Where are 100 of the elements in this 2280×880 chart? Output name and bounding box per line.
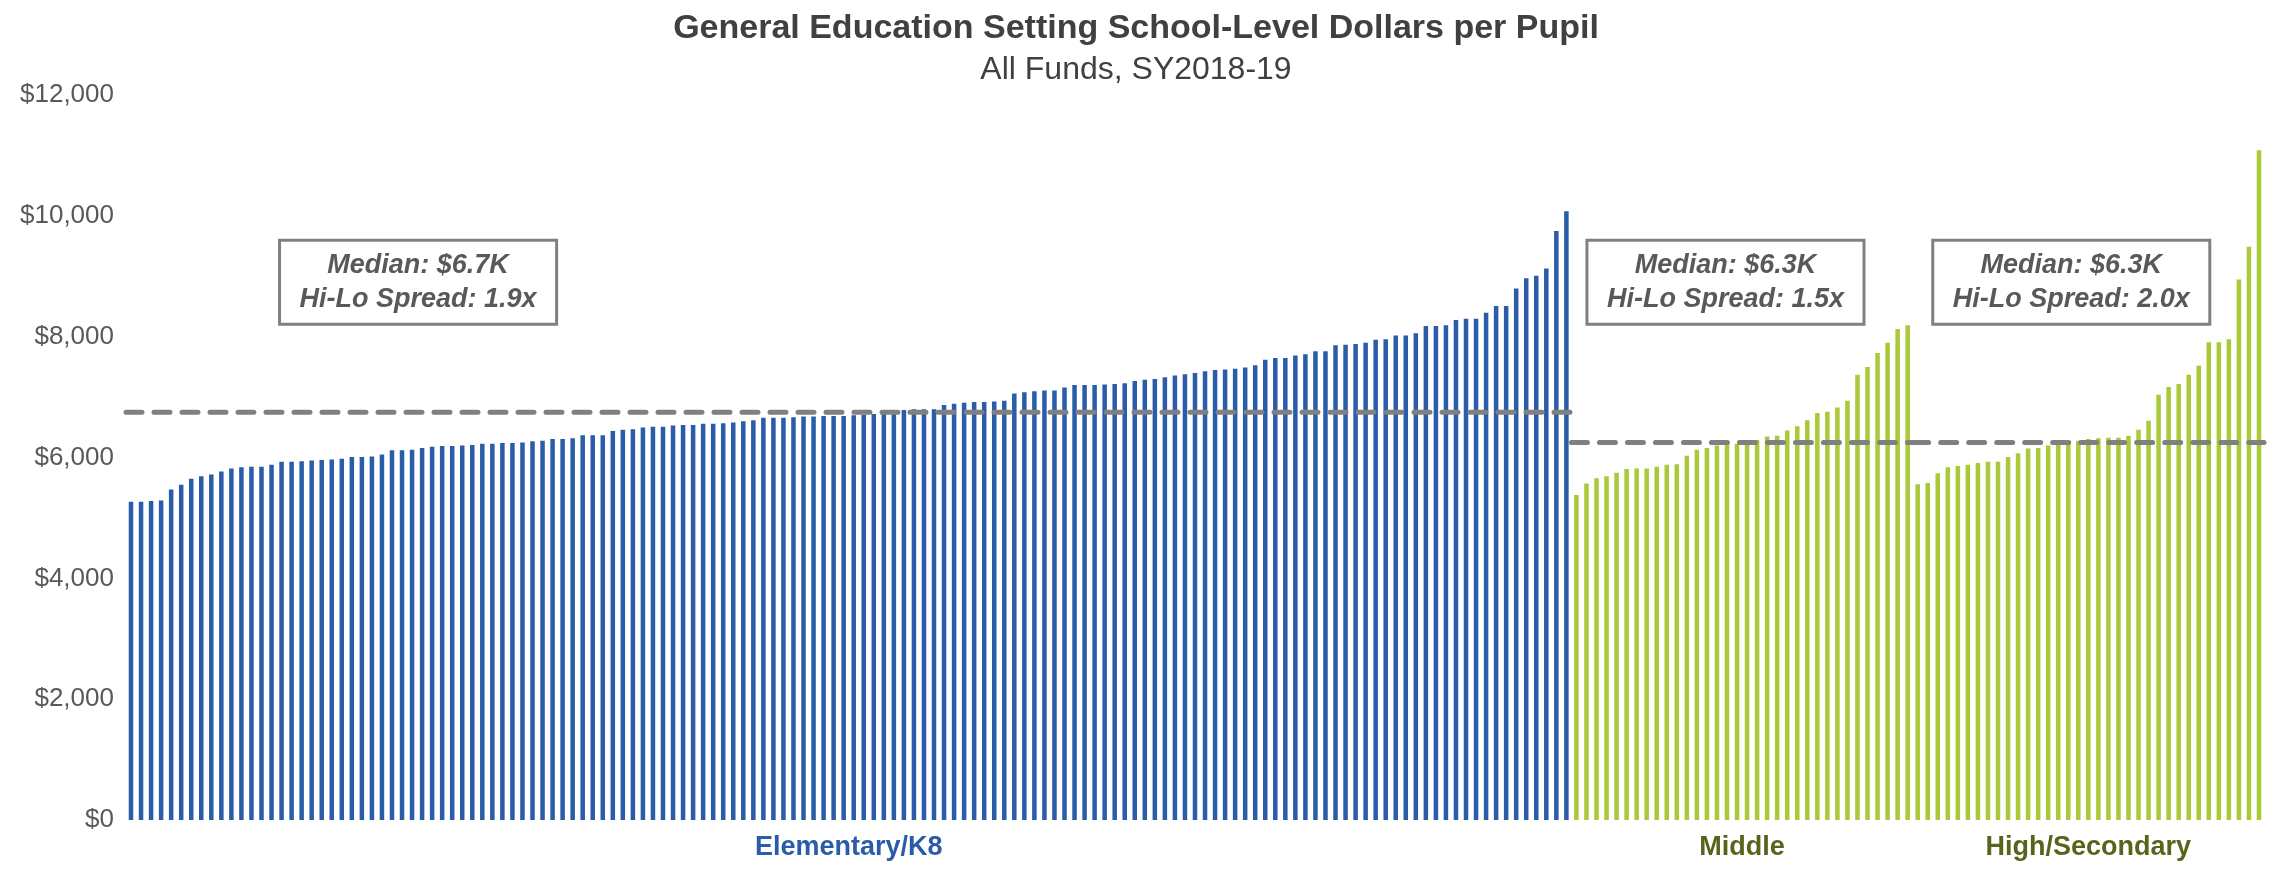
bar: [1835, 407, 1840, 820]
bar: [1353, 344, 1358, 820]
bar: [199, 476, 204, 820]
bar: [1794, 426, 1800, 820]
bar: [590, 435, 595, 820]
bar: [580, 435, 585, 820]
bar: [1032, 391, 1037, 820]
bar: [761, 417, 766, 820]
bar: [1534, 275, 1539, 820]
bar: [1052, 390, 1057, 820]
bar: [831, 415, 836, 820]
bar: [1544, 268, 1549, 820]
bar: [289, 461, 294, 820]
y-tick-label: $2,000: [34, 682, 114, 713]
bar: [1855, 374, 1860, 820]
bar: [1313, 351, 1318, 820]
bar: [2126, 435, 2131, 820]
bar: [1383, 339, 1388, 820]
bar: [2166, 386, 2171, 820]
bar: [851, 415, 856, 820]
bar: [459, 445, 465, 820]
bar: [2186, 374, 2191, 820]
bar: [1845, 400, 1850, 820]
y-tick-label: $4,000: [34, 561, 114, 592]
bar: [1092, 385, 1097, 820]
bar: [861, 414, 867, 820]
bar: [550, 438, 555, 820]
bar: [791, 417, 796, 820]
bar: [229, 468, 234, 820]
bar: [801, 416, 806, 820]
bar: [2156, 394, 2161, 820]
bar: [1614, 472, 1619, 820]
annotation: Median: $6.3K Hi-Lo Spread: 1.5x: [1606, 248, 1845, 313]
bar: [1825, 411, 1830, 820]
bar: [1042, 390, 1047, 820]
annotation: Median: $6.3K Hi-Lo Spread: 2.0x: [1952, 248, 2191, 313]
bar: [319, 460, 324, 820]
bar: [2076, 440, 2081, 820]
bar: [249, 466, 254, 820]
bar: [1062, 387, 1067, 820]
bar: [1263, 359, 1268, 820]
bar: [470, 444, 475, 820]
bar: [1082, 385, 1087, 820]
bar: [1875, 353, 1880, 820]
bar: [1283, 357, 1288, 820]
bar: [510, 443, 515, 820]
bar: [821, 415, 826, 820]
bar: [520, 442, 525, 820]
bar: [2146, 420, 2151, 820]
bar: [1634, 468, 1639, 820]
bar: [781, 417, 786, 820]
bar: [1805, 420, 1810, 820]
chart-subtitle: All Funds, SY2018-19: [980, 49, 1292, 86]
bar: [751, 420, 756, 820]
bar: [1644, 468, 1649, 820]
bar: [731, 422, 736, 820]
bar: [1815, 412, 1820, 820]
bar: [1072, 385, 1077, 820]
bar: [1022, 392, 1027, 820]
bar: [2136, 429, 2141, 820]
bar: [500, 443, 505, 820]
bar: [1584, 483, 1589, 820]
y-tick-label: $8,000: [34, 319, 114, 350]
y-tick-label: $6,000: [34, 440, 114, 471]
bar: [2086, 438, 2091, 820]
bar: [1554, 231, 1559, 820]
bar: [1574, 495, 1579, 820]
bar: [209, 474, 214, 820]
bar: [239, 467, 244, 820]
bar: [540, 440, 545, 820]
bar: [1323, 351, 1328, 820]
bar: [1343, 344, 1348, 820]
bar: [279, 461, 284, 820]
bar: [1624, 469, 1629, 820]
text: Elementary/K8: [754, 830, 943, 861]
bar: [1604, 476, 1609, 820]
text: Middle: [1699, 830, 1785, 861]
bar: [1895, 328, 1900, 820]
text: High/Secondary: [1985, 830, 2192, 861]
chart-title: General Education Setting School-Level Dollars per Pupil: [673, 6, 1599, 45]
bar: [1905, 325, 1910, 820]
y-tick-label: $12,000: [20, 78, 114, 109]
bar: [1333, 345, 1338, 820]
bar: [2196, 365, 2202, 820]
bar: [269, 464, 274, 820]
bar: [329, 459, 335, 820]
bar: [570, 438, 575, 820]
bar: [1293, 355, 1298, 820]
bar: [480, 443, 485, 820]
bar: [1363, 342, 1368, 820]
bar: [1273, 357, 1278, 820]
bar: [2066, 441, 2071, 820]
bar: [741, 421, 746, 820]
bar: [2176, 383, 2181, 820]
bar: [259, 466, 264, 820]
bar: [1012, 393, 1017, 820]
y-tick-label: $10,000: [20, 199, 114, 230]
y-tick-label: $0: [85, 803, 114, 834]
bar: [1102, 384, 1107, 820]
bar: [530, 441, 535, 820]
